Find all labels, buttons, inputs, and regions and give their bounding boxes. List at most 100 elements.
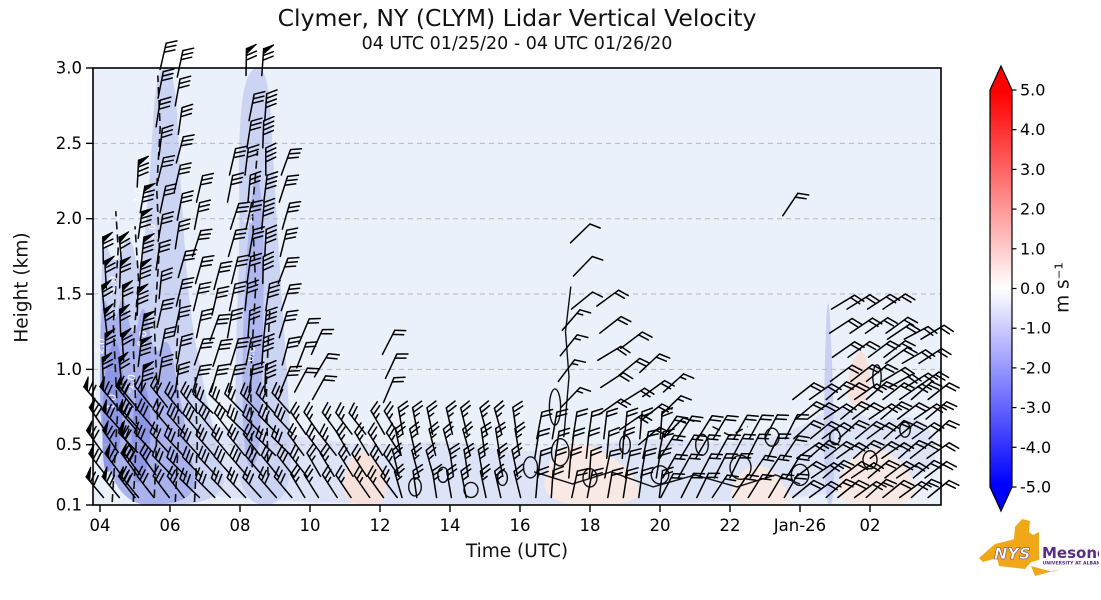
colorbar-tick-label: 3.0 <box>1020 160 1045 179</box>
wind-barb <box>680 472 706 499</box>
wind-barb <box>851 402 885 420</box>
wind-barb <box>273 466 293 499</box>
wind-barb <box>883 339 916 359</box>
wind-barb <box>677 453 704 479</box>
wind-barb <box>227 363 248 393</box>
wind-barb <box>152 465 171 499</box>
wind-barb <box>765 454 793 479</box>
x-tick-label: 06 <box>160 516 181 535</box>
wind-barb <box>262 115 275 149</box>
wind-barb <box>865 478 898 499</box>
wind-barb <box>366 465 385 499</box>
wind-barb <box>603 407 619 440</box>
wind-barb <box>191 228 213 258</box>
colorbar-tick-label: -3.0 <box>1020 398 1051 417</box>
wind-barb <box>479 400 491 435</box>
wind-barb <box>924 460 958 479</box>
wind-barb <box>381 329 407 356</box>
wind-barb <box>295 341 319 369</box>
wind-barb <box>571 467 589 499</box>
wind-barb <box>829 364 863 383</box>
wind-barb <box>697 415 724 440</box>
x-axis: 04 06 08 10 12 14 16 18 20 22 Jan-26 02 <box>90 505 881 535</box>
wind-barb <box>181 445 203 478</box>
wind-barb <box>118 236 131 265</box>
wind-barb <box>244 279 259 312</box>
y-tick-label: 1.0 <box>56 360 82 379</box>
wind-barb <box>139 185 156 214</box>
wind-barb <box>159 325 177 357</box>
wind-barb <box>927 382 960 401</box>
wind-barb <box>885 316 919 334</box>
wind-barb <box>557 359 587 383</box>
wind-barb <box>865 363 899 383</box>
wind-barb <box>155 239 172 271</box>
wind-barb <box>279 365 303 393</box>
contour-line <box>249 150 259 468</box>
wind-barb <box>431 463 443 499</box>
wind-barb <box>213 445 233 478</box>
wind-barb <box>136 287 149 316</box>
contour-loop <box>862 450 878 470</box>
wind-barb <box>619 413 653 431</box>
wind-barb <box>118 260 132 289</box>
wind-barb <box>884 346 918 365</box>
wind-barb <box>226 307 244 339</box>
wind-barb <box>479 463 491 499</box>
wind-barb <box>210 467 231 499</box>
wind-barb <box>156 154 176 185</box>
wind-barb <box>104 260 116 289</box>
wind-barb <box>397 400 409 435</box>
wind-barb <box>926 442 960 460</box>
wind-barb <box>257 403 279 435</box>
wind-barb <box>569 223 601 244</box>
velocity-fill <box>824 303 835 505</box>
wind-barb <box>367 422 384 457</box>
wind-barb <box>261 333 275 366</box>
wind-barb <box>382 376 406 404</box>
wind-barb <box>166 446 187 478</box>
wind-barb <box>746 433 772 460</box>
wind-barb <box>101 284 114 313</box>
wind-barb <box>321 401 339 435</box>
wind-barb <box>255 382 276 414</box>
wind-barb <box>134 375 153 408</box>
wind-barb <box>411 400 424 435</box>
wind-barb <box>881 366 916 383</box>
wind-barb <box>335 422 351 457</box>
wind-barb <box>263 306 278 339</box>
colorbar-tick-label: 5.0 <box>1020 81 1045 100</box>
colorbar-tick-label: -1.0 <box>1020 319 1051 338</box>
wind-barb <box>136 465 155 499</box>
wind-barb <box>369 443 387 478</box>
long-island-shape-icon <box>1031 566 1061 576</box>
wind-barb <box>663 417 695 438</box>
wind-barb <box>588 446 603 479</box>
wind-barb <box>227 227 248 258</box>
wind-barb <box>385 422 402 457</box>
wind-barb <box>618 357 651 377</box>
wind-barb <box>335 464 352 499</box>
wind-barb <box>179 424 200 457</box>
wind-barb <box>192 383 214 414</box>
wind-barb <box>551 408 569 440</box>
wind-barb <box>293 367 320 393</box>
wind-barb <box>729 452 754 479</box>
colorbar-tick-label: 2.0 <box>1020 200 1045 219</box>
wind-barb <box>192 281 212 312</box>
wind-barb <box>337 443 354 478</box>
wind-barb <box>226 404 248 435</box>
wind-barb <box>732 474 760 499</box>
x-tick-label: 16 <box>510 516 531 535</box>
wind-barb <box>164 381 183 414</box>
wind-barb <box>139 313 155 342</box>
wind-barb <box>277 256 300 285</box>
wind-barb <box>104 448 123 476</box>
wind-barb <box>246 252 263 285</box>
wind-barb <box>792 479 825 499</box>
wind-barb <box>560 386 592 408</box>
wind-barb <box>850 364 883 383</box>
wind-barb <box>247 170 262 203</box>
wind-barb <box>260 444 280 478</box>
wind-barb <box>166 465 185 499</box>
